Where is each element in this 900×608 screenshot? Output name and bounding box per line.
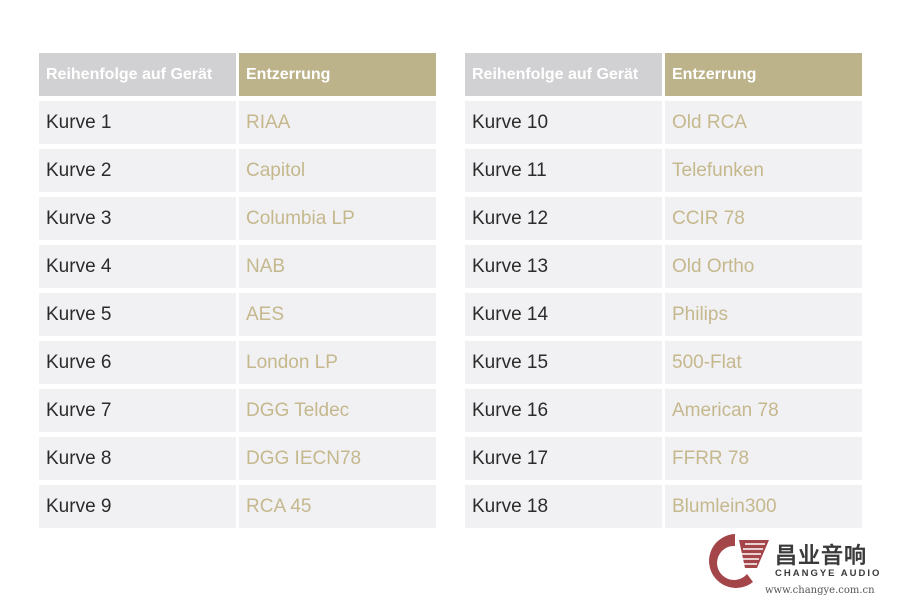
header-order: Reihenfolge auf Gerät [39, 53, 239, 101]
eq-cell: American 78 [665, 389, 862, 437]
header-eq: Entzerrung [239, 53, 436, 101]
eq-cell: 500-Flat [665, 341, 862, 389]
curve-cell: Kurve 11 [465, 149, 665, 197]
logo-url: www.changye.com.cn [765, 585, 875, 596]
eq-cell: Telefunken [665, 149, 862, 197]
header-eq: Entzerrung [665, 53, 862, 101]
curve-cell: Kurve 16 [465, 389, 665, 437]
eq-cell: RIAA [239, 101, 436, 149]
eq-cell: DGG IECN78 [239, 437, 436, 485]
eq-cell: FFRR 78 [665, 437, 862, 485]
table-row: Kurve 2 Capitol [39, 149, 436, 197]
table-header-row: Reihenfolge auf Gerät Entzerrung [465, 53, 862, 101]
table-row: Kurve 18 Blumlein300 [465, 485, 862, 533]
table-row: Kurve 10 Old RCA [465, 101, 862, 149]
eq-cell: London LP [239, 341, 436, 389]
curve-cell: Kurve 9 [39, 485, 239, 533]
curve-table-left: Reihenfolge auf Gerät Entzerrung Kurve 1… [39, 53, 436, 533]
curve-cell: Kurve 17 [465, 437, 665, 485]
table-row: Kurve 17 FFRR 78 [465, 437, 862, 485]
table-row: Kurve 8 DGG IECN78 [39, 437, 436, 485]
curve-cell: Kurve 2 [39, 149, 239, 197]
eq-cell: Old RCA [665, 101, 862, 149]
table-row: Kurve 7 DGG Teldec [39, 389, 436, 437]
logo-name-cn: 昌业音响 [775, 544, 868, 569]
eq-cell: Blumlein300 [665, 485, 862, 533]
curve-cell: Kurve 3 [39, 197, 239, 245]
table-row: Kurve 9 RCA 45 [39, 485, 436, 533]
eq-cell: Old Ortho [665, 245, 862, 293]
eq-cell: AES [239, 293, 436, 341]
table-row: Kurve 16 American 78 [465, 389, 862, 437]
table-header-row: Reihenfolge auf Gerät Entzerrung [39, 53, 436, 101]
table-row: Kurve 1 RIAA [39, 101, 436, 149]
curve-cell: Kurve 8 [39, 437, 239, 485]
eq-cell: CCIR 78 [665, 197, 862, 245]
curve-cell: Kurve 6 [39, 341, 239, 389]
eq-cell: NAB [239, 245, 436, 293]
curve-cell: Kurve 5 [39, 293, 239, 341]
curve-cell: Kurve 10 [465, 101, 665, 149]
table-row: Kurve 6 London LP [39, 341, 436, 389]
table-row: Kurve 13 Old Ortho [465, 245, 862, 293]
table-row: Kurve 11 Telefunken [465, 149, 862, 197]
curve-cell: Kurve 15 [465, 341, 665, 389]
curve-cell: Kurve 18 [465, 485, 665, 533]
table-row: Kurve 14 Philips [465, 293, 862, 341]
table-row: Kurve 3 Columbia LP [39, 197, 436, 245]
changye-logo-icon [709, 534, 769, 588]
curve-cell: Kurve 4 [39, 245, 239, 293]
curve-cell: Kurve 14 [465, 293, 665, 341]
curve-cell: Kurve 7 [39, 389, 239, 437]
curve-cell: Kurve 13 [465, 245, 665, 293]
table-row: Kurve 12 CCIR 78 [465, 197, 862, 245]
changye-watermark: 昌业音响 CHANGYE AUDIO www.changye.com.cn [695, 530, 890, 602]
eq-cell: DGG Teldec [239, 389, 436, 437]
curve-cell: Kurve 12 [465, 197, 665, 245]
table-row: Kurve 5 AES [39, 293, 436, 341]
header-order: Reihenfolge auf Gerät [465, 53, 665, 101]
eq-cell: Philips [665, 293, 862, 341]
eq-cell: Capitol [239, 149, 436, 197]
eq-cell: RCA 45 [239, 485, 436, 533]
table-row: Kurve 4 NAB [39, 245, 436, 293]
curve-table-right: Reihenfolge auf Gerät Entzerrung Kurve 1… [465, 53, 862, 533]
curve-cell: Kurve 1 [39, 101, 239, 149]
logo-name-en: CHANGYE AUDIO [775, 568, 882, 579]
eq-cell: Columbia LP [239, 197, 436, 245]
table-row: Kurve 15 500-Flat [465, 341, 862, 389]
